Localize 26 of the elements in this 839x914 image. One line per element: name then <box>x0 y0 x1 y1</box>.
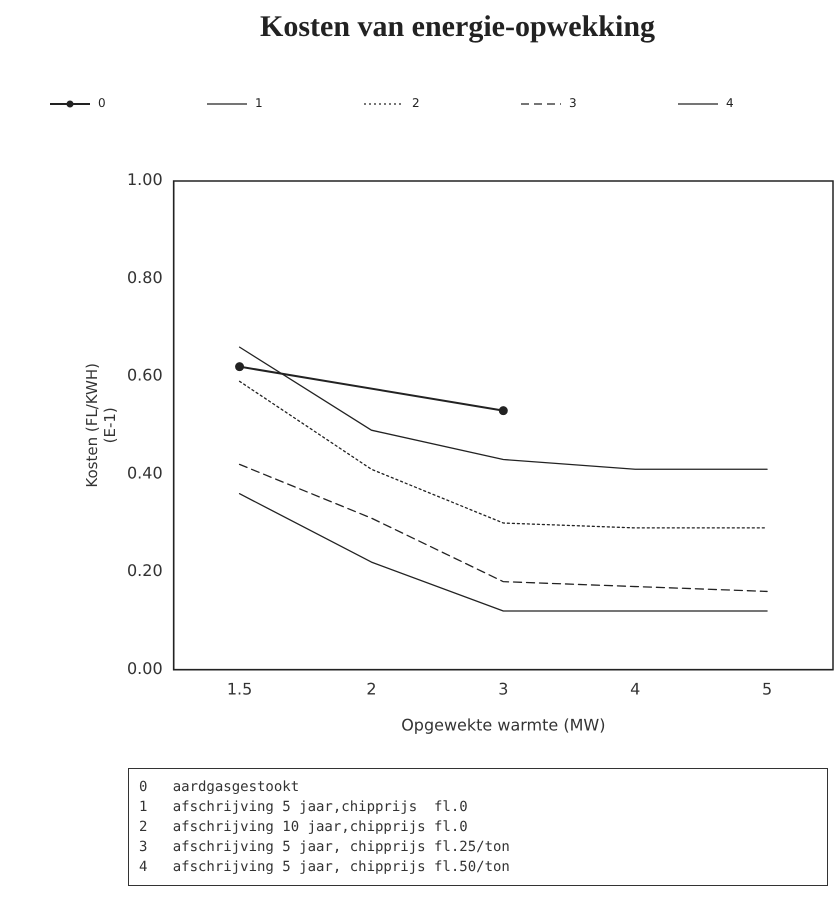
text: 1 afschrijving 5 jaar,chipprijs fl.0 <box>139 798 469 817</box>
chart-title: Kosten van energie-opwekking <box>260 10 656 43</box>
legend-label: 0 <box>98 96 106 110</box>
x-tick-label: 3 <box>498 679 508 698</box>
y-tick-label: 0.00 <box>127 658 163 678</box>
y-tick-label: 1.00 <box>127 170 163 190</box>
y-axis-title: Kosten (FL/KWH) (E-1) <box>82 362 119 488</box>
x-tick-label: 4 <box>630 679 640 698</box>
line-series <box>238 464 768 592</box>
legend-label: 1 <box>255 96 263 110</box>
y-tick-label: 0.60 <box>127 366 163 385</box>
x-tick-label: 2 <box>366 679 377 698</box>
text: 3 afschrijving 5 jaar, chipprijs fl.25/ton <box>139 838 511 857</box>
text: 4 afschrijving 5 jaar, chipprijs fl.50/ton <box>139 858 511 877</box>
x-tick-label: 5 <box>762 679 772 698</box>
text: 2 afschrijving 10 jaar,chipprijs fl.0 <box>139 818 469 837</box>
line-series <box>238 380 768 529</box>
x-axis-title: Opgewekte warmte (MW) <box>401 716 606 735</box>
legend-label: 4 <box>726 96 734 110</box>
x-tick-label: 1.5 <box>226 679 252 698</box>
text: 0 aardgasgestookt <box>139 778 300 797</box>
legend-label: 2 <box>412 96 420 110</box>
legend-label: 3 <box>569 96 577 110</box>
y-tick-label: 0.80 <box>127 268 163 287</box>
y-tick-label: 0.20 <box>127 561 163 580</box>
y-tick-label: 0.40 <box>127 463 163 482</box>
